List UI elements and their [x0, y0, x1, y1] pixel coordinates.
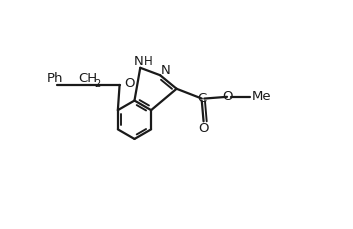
Text: O: O: [198, 122, 209, 135]
Text: 2: 2: [94, 79, 101, 89]
Text: O: O: [222, 90, 232, 103]
Text: H: H: [144, 55, 152, 68]
Text: Ph: Ph: [47, 73, 63, 85]
Text: O: O: [124, 77, 134, 90]
Text: CH: CH: [78, 73, 98, 85]
Text: Me: Me: [252, 90, 271, 103]
Text: C: C: [197, 92, 207, 105]
Text: N: N: [161, 64, 170, 77]
Text: N: N: [134, 55, 143, 68]
